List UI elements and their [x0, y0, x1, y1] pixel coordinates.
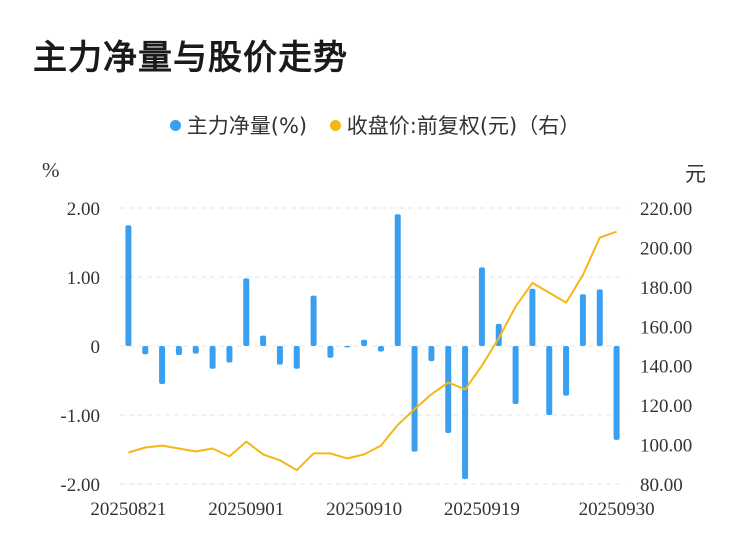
bar-net-volume[interactable]: [563, 346, 570, 396]
bar-net-volume[interactable]: [344, 346, 351, 348]
right-tick-label: 180.00: [640, 278, 692, 299]
x-tick-label: 20250919: [444, 499, 520, 520]
bar-net-volume[interactable]: [142, 346, 149, 355]
right-tick-label: 160.00: [640, 317, 692, 338]
bar-net-volume[interactable]: [462, 346, 469, 480]
grid-lines: [120, 207, 625, 485]
bar-net-volume[interactable]: [276, 346, 283, 365]
bar-net-volume[interactable]: [260, 335, 267, 346]
bar-net-volume[interactable]: [478, 267, 485, 346]
bar-net-volume[interactable]: [377, 346, 384, 352]
right-tick-label: 140.00: [640, 357, 692, 378]
right-tick-label: 120.00: [640, 396, 692, 417]
bar-net-volume[interactable]: [613, 346, 620, 440]
bar-net-volume[interactable]: [125, 225, 132, 346]
bar-net-volume[interactable]: [411, 346, 418, 452]
bar-net-volume[interactable]: [209, 346, 216, 369]
bar-net-volume[interactable]: [596, 289, 603, 346]
bar-net-volume[interactable]: [243, 278, 250, 346]
legend-dot-close-price: [329, 119, 341, 131]
line-close-price[interactable]: [128, 230, 617, 472]
bar-net-volume[interactable]: [175, 346, 182, 355]
left-tick-label: 1.00: [67, 268, 100, 289]
bar-net-volume[interactable]: [428, 346, 435, 362]
bar-net-volume[interactable]: [546, 346, 553, 415]
line-series: [128, 230, 617, 472]
bar-net-volume[interactable]: [327, 346, 334, 358]
bar-net-volume[interactable]: [226, 346, 233, 363]
x-tick-label: 20250930: [579, 499, 655, 520]
x-tick-label: 20250910: [326, 499, 402, 520]
chart-title: 主力净量与股价走势: [33, 38, 348, 78]
bar-net-volume[interactable]: [529, 288, 536, 346]
left-tick-label: 2.00: [67, 199, 100, 220]
left-tick-label: -1.00: [60, 406, 100, 427]
left-axis-unit: %: [42, 158, 60, 182]
left-tick-label: -2.00: [60, 475, 100, 496]
right-tick-label: 80.00: [640, 475, 683, 496]
right-axis-ticks: 220.00 200.00 180.00 160.00 140.00 120.00 100.…: [640, 199, 692, 496]
legend-label-net-volume: 主力净量(%): [186, 114, 308, 138]
bar-net-volume[interactable]: [361, 339, 368, 346]
legend-dot-net-volume: [169, 119, 181, 131]
legend-item-net-volume[interactable]: 主力净量(%): [169, 110, 308, 140]
bar-net-volume[interactable]: [579, 294, 586, 346]
bar-net-volume[interactable]: [192, 346, 199, 354]
bar-net-volume[interactable]: [159, 346, 166, 384]
bar-net-volume[interactable]: [512, 346, 519, 404]
right-axis-unit: 元: [685, 162, 706, 186]
bar-net-volume[interactable]: [394, 214, 401, 346]
bar-net-volume[interactable]: [310, 295, 317, 346]
bar-net-volume[interactable]: [293, 346, 300, 369]
x-tick-label: 20250821: [90, 499, 166, 520]
right-tick-label: 220.00: [640, 199, 692, 220]
x-tick-label: 20250901: [208, 499, 284, 520]
bar-net-volume[interactable]: [445, 346, 452, 433]
left-axis-ticks: 2.00 1.00 0 -1.00 -2.00: [60, 199, 100, 496]
x-axis-ticks: 20250821 20250901 20250910 20250919 20250930: [90, 499, 654, 520]
left-tick-label: 0: [91, 337, 101, 358]
legend-item-close-price[interactable]: 收盘价:前复权(元)（右）: [329, 110, 581, 140]
legend-label-close-price: 收盘价:前复权(元)（右）: [346, 114, 581, 138]
right-tick-label: 200.00: [640, 238, 692, 259]
bar-series: [125, 214, 620, 480]
right-tick-label: 100.00: [640, 436, 692, 457]
chart-legend: 主力净量(%) 收盘价:前复权(元)（右）: [0, 110, 750, 140]
